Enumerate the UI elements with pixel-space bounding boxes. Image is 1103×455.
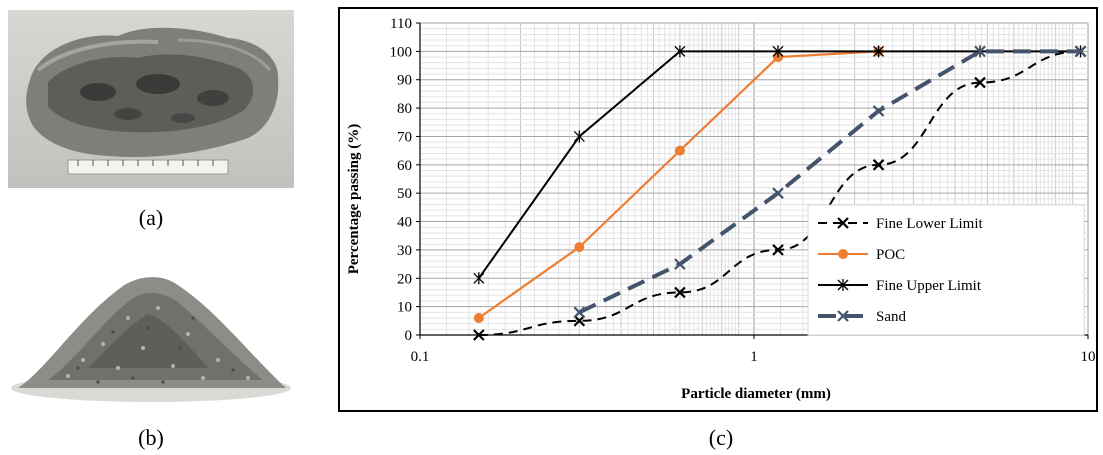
legend-label: Fine Lower Limit bbox=[876, 216, 983, 232]
data-point-marker bbox=[1074, 45, 1087, 58]
legend-label: POC bbox=[876, 247, 905, 263]
data-point-marker bbox=[872, 159, 885, 171]
data-point-marker bbox=[573, 315, 586, 327]
data-point-marker bbox=[674, 258, 686, 270]
series-fine-lower-limit bbox=[473, 45, 1087, 341]
y-tick-label: 0 bbox=[405, 328, 413, 344]
data-point-marker bbox=[872, 105, 885, 117]
grading-chart: 0 10 20 30 40 50 60 70 80 90 100 110 0.1 1 10 Fine Low… bbox=[338, 7, 1098, 412]
y-tick-label: 90 bbox=[397, 73, 412, 89]
data-point-marker bbox=[772, 45, 784, 58]
data-point-marker bbox=[674, 45, 686, 58]
data-point-marker bbox=[772, 244, 784, 256]
x-axis-title: Particle diameter (mm) bbox=[681, 386, 831, 402]
y-tick-label: 10 bbox=[397, 300, 412, 316]
data-point-marker bbox=[573, 130, 585, 143]
x-tick-label: 10 bbox=[1081, 349, 1096, 365]
data-point-marker bbox=[838, 249, 848, 259]
data-point-marker bbox=[837, 279, 849, 291]
legend-item: Fine Upper Limit bbox=[818, 278, 982, 294]
data-point-marker bbox=[574, 242, 585, 253]
marker-stroke bbox=[872, 159, 885, 171]
data-point-marker bbox=[837, 217, 849, 229]
y-tick-label: 60 bbox=[397, 158, 412, 174]
y-tick-label: 20 bbox=[397, 271, 412, 287]
marker-stroke bbox=[974, 45, 986, 58]
legend-label: Sand bbox=[876, 309, 907, 325]
legend-item: Fine Lower Limit bbox=[818, 216, 983, 232]
marker-stroke bbox=[772, 244, 784, 256]
marker-stroke bbox=[974, 76, 986, 89]
x-tick-label: 1 bbox=[750, 349, 758, 365]
marker-stroke bbox=[837, 310, 849, 322]
y-tick-label: 30 bbox=[397, 243, 412, 259]
series-sand bbox=[573, 45, 1087, 319]
chart-legend: Fine Lower Limit POC Fine Upper Limit Sand bbox=[807, 204, 1085, 336]
data-point-marker bbox=[473, 329, 485, 341]
marker-stroke bbox=[573, 306, 586, 319]
y-tick-label: 80 bbox=[397, 101, 412, 117]
data-point-marker bbox=[473, 312, 484, 323]
y-tick-label: 70 bbox=[397, 129, 412, 145]
data-point-marker bbox=[772, 187, 784, 199]
data-point-marker bbox=[674, 145, 685, 156]
marker-stroke bbox=[674, 258, 686, 270]
legend-item: Sand bbox=[818, 309, 907, 325]
y-tick-label: 110 bbox=[390, 16, 412, 32]
marker-stroke bbox=[473, 329, 485, 341]
panel-a-caption: (a) bbox=[138, 205, 164, 230]
marker-stroke bbox=[837, 217, 849, 229]
y-axis-title: Percentage passing (%) bbox=[346, 124, 362, 275]
data-point-marker bbox=[873, 45, 885, 58]
data-point-marker bbox=[674, 286, 686, 299]
data-point-marker bbox=[974, 45, 986, 58]
photo-porous-rock bbox=[8, 10, 294, 188]
data-point-marker bbox=[473, 272, 485, 285]
legend-box bbox=[807, 204, 1085, 336]
data-point-marker bbox=[974, 76, 986, 89]
marker-stroke bbox=[674, 286, 686, 299]
series-line bbox=[578, 49, 1081, 315]
data-point-marker bbox=[837, 310, 849, 322]
y-tick-label: 100 bbox=[390, 44, 413, 60]
legend-item: POC bbox=[818, 247, 905, 263]
x-tick-label: 0.1 bbox=[411, 349, 430, 365]
y-tick-label: 40 bbox=[397, 215, 412, 231]
marker-stroke bbox=[772, 187, 784, 199]
panel-b-caption: (b) bbox=[138, 425, 164, 450]
y-tick-label: 50 bbox=[397, 186, 412, 202]
panel-c-caption: (c) bbox=[708, 425, 734, 450]
data-point-marker bbox=[573, 306, 586, 319]
marker-stroke bbox=[872, 105, 885, 117]
marker-stroke bbox=[573, 315, 586, 327]
photo-aggregate-pile bbox=[8, 248, 294, 412]
chart-series bbox=[473, 45, 1087, 341]
legend-label: Fine Upper Limit bbox=[876, 278, 982, 294]
marker-stroke bbox=[1074, 45, 1087, 58]
